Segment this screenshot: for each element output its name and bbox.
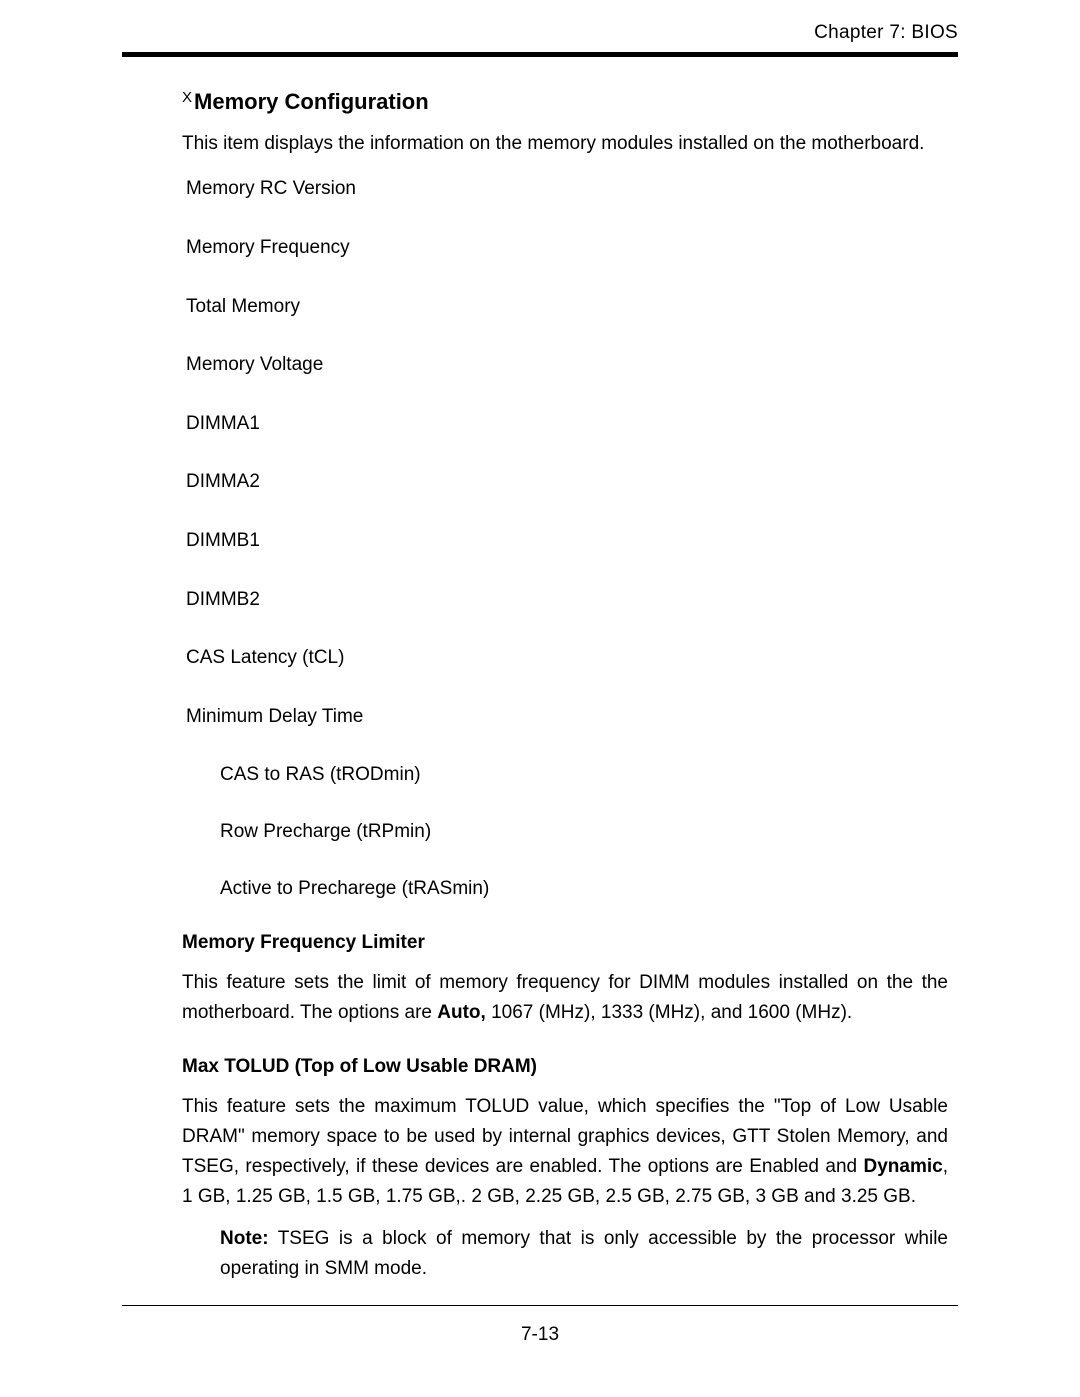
page-number: 7-13 (0, 1324, 1080, 1346)
memory-item: DIMMB1 (182, 528, 948, 555)
tolud-text-bold: Dynamic (864, 1156, 943, 1177)
memory-item: Total Memory (182, 294, 948, 321)
memory-item: Minimum Delay Time (182, 704, 948, 731)
section-title: XMemory Conﬁguration (182, 89, 948, 115)
section-title-text: Memory Conﬁguration (194, 89, 429, 114)
freq-text-bold: Auto, (437, 1002, 486, 1023)
chapter-header: Chapter 7: BIOS (122, 22, 958, 44)
tolud-text: This feature sets the maximum TOLUD valu… (182, 1092, 948, 1212)
memory-sub-item: Active to Precharege (tRASmin) (182, 876, 948, 903)
memory-item: DIMMB2 (182, 587, 948, 614)
memory-item: DIMMA2 (182, 469, 948, 496)
freq-limiter-text: This feature sets the limit of memory fr… (182, 968, 948, 1028)
freq-text-after: 1067 (MHz), 1333 (MHz), and 1600 (MHz). (486, 1002, 852, 1023)
section-intro: This item displays the information on th… (182, 129, 948, 158)
memory-sub-item: Row Precharge (tRPmin) (182, 819, 948, 846)
memory-item: DIMMA1 (182, 411, 948, 438)
memory-sub-item: CAS to RAS (tRODmin) (182, 762, 948, 789)
header-rule (122, 52, 958, 57)
memory-item: Memory Frequency (182, 235, 948, 262)
tolud-text-before: This feature sets the maximum TOLUD valu… (182, 1096, 948, 1177)
freq-limiter-title: Memory Frequency Limiter (182, 932, 948, 954)
note-label: Note: (220, 1228, 269, 1249)
memory-item: CAS Latency (tCL) (182, 645, 948, 672)
content-area: XMemory Conﬁguration This item displays … (122, 89, 958, 1283)
memory-item: Memory RC Version (182, 176, 948, 203)
note-block: Note: TSEG is a block of memory that is … (182, 1224, 948, 1283)
note-text: TSEG is a block of memory that is only a… (220, 1228, 948, 1278)
section-marker: X (182, 89, 192, 106)
footer-rule (122, 1305, 958, 1306)
memory-item: Memory Voltage (182, 352, 948, 379)
tolud-title: Max TOLUD (Top of Low Usable DRAM) (182, 1056, 948, 1078)
